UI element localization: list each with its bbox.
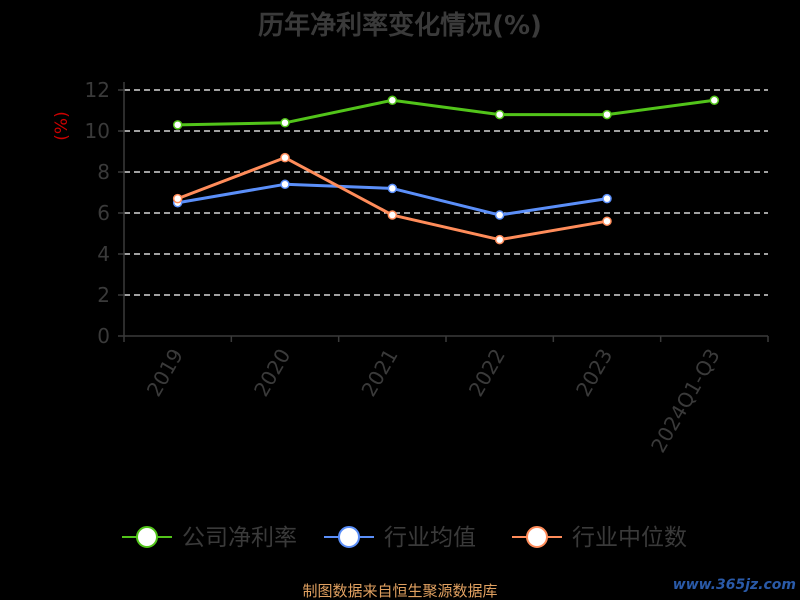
- series-lines: [172, 95, 720, 245]
- y-tick-label: 0: [97, 324, 110, 348]
- y-tick-label: 10: [85, 119, 110, 143]
- data-point: [172, 120, 183, 130]
- data-point: [280, 118, 290, 128]
- data-point: [494, 109, 505, 120]
- series-line: [177, 156, 608, 242]
- axes: 0 2 4 6 8 10 12 2019 2020 2021 2022 2023 2024Q1-Q3: [85, 78, 769, 457]
- y-tick-label: 8: [97, 160, 110, 184]
- legend-swatch-marker: [136, 526, 158, 548]
- data-point: [280, 179, 290, 190]
- grid-lines: [124, 89, 768, 296]
- y-tick-label: 6: [97, 201, 110, 225]
- data-point: [602, 216, 612, 226]
- x-tick-label: 2022: [464, 345, 510, 401]
- legend-swatch-marker: [526, 526, 548, 548]
- legend-swatch-marker: [338, 526, 360, 548]
- data-point: [494, 210, 505, 220]
- x-tick-label: 2019: [142, 345, 188, 401]
- data-point: [280, 152, 290, 163]
- y-tick-label: 2: [97, 283, 110, 307]
- data-point: [602, 193, 612, 204]
- data-point: [602, 109, 612, 120]
- x-tick-label: 2020: [249, 345, 295, 401]
- legend-label: 公司净利率: [182, 525, 297, 551]
- data-point: [709, 95, 720, 105]
- chart-title: 历年净利率变化情况(%): [258, 10, 542, 41]
- data-point: [172, 193, 183, 204]
- series-line: [177, 98, 715, 127]
- legend: 公司净利率 行业均值 行业中位数: [122, 525, 687, 551]
- y-tick-label: 12: [85, 78, 110, 102]
- data-point: [387, 183, 398, 194]
- legend-label: 行业中位数: [572, 525, 687, 551]
- data-point: [494, 234, 505, 245]
- y-tick-label: 4: [97, 242, 110, 266]
- legend-label: 行业均值: [384, 525, 476, 551]
- watermark: www.365jz.com: [673, 577, 796, 593]
- x-tick-label: 2023: [571, 345, 617, 401]
- x-tick-label: 2021: [356, 345, 402, 401]
- data-point: [387, 210, 398, 220]
- x-tick-label: 2024Q1-Q3: [646, 345, 725, 457]
- source-note: 制图数据来自恒生聚源数据库: [302, 582, 497, 600]
- y-axis-label: (%): [52, 111, 72, 140]
- data-point: [387, 95, 398, 105]
